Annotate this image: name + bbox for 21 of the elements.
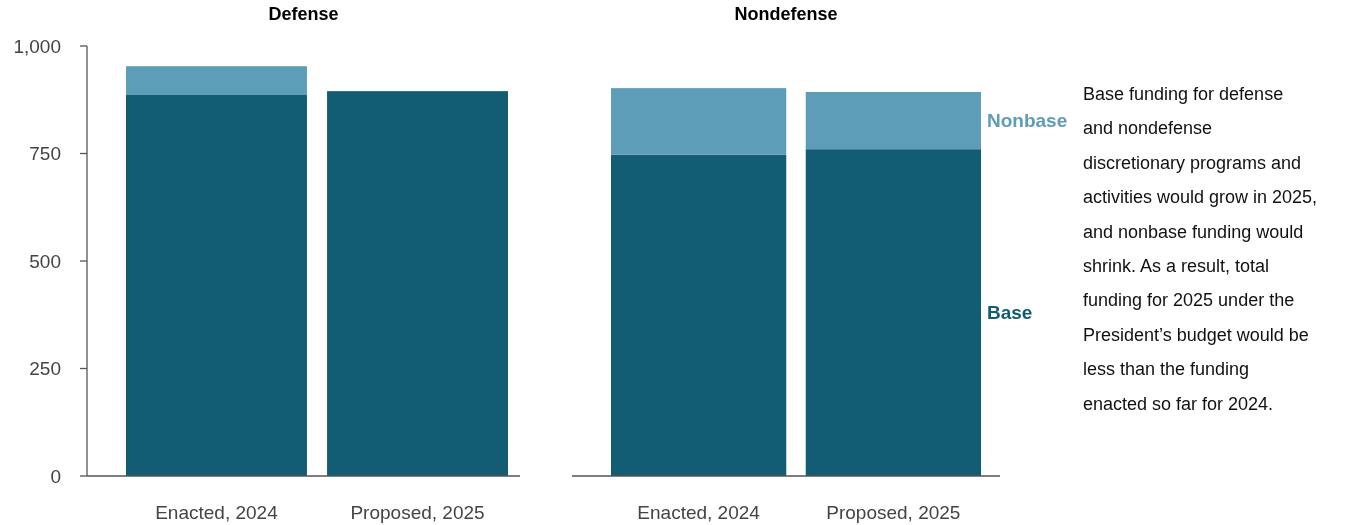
x-tick-label: Proposed, 2025 bbox=[826, 502, 961, 523]
bar bbox=[126, 95, 307, 476]
bar bbox=[805, 149, 981, 476]
series-label: Base bbox=[987, 302, 1033, 324]
bar bbox=[611, 88, 787, 155]
y-tick-label: 0 bbox=[50, 465, 61, 487]
bar bbox=[327, 91, 508, 476]
x-tick-label: Enacted, 2024 bbox=[637, 502, 761, 523]
y-tick-label: 1,000 bbox=[13, 35, 61, 57]
x-tick-label: Proposed, 2025 bbox=[350, 502, 485, 523]
y-tick-label: 250 bbox=[29, 358, 61, 380]
x-tick-label: Enacted, 2024 bbox=[155, 502, 279, 523]
chart-title: Defense bbox=[268, 4, 339, 24]
bar bbox=[805, 92, 981, 150]
text: Base funding for defense and nondefense discretionary programs and activities would grow in 2025, and nonbase funding would shrink. As a result, total funding for 2025 under the President’s budget would be less than the funding enacted so far for 2024. bbox=[1083, 84, 1318, 414]
chart-title: Nondefense bbox=[734, 4, 838, 24]
bar bbox=[126, 66, 307, 96]
y-tick-label: 750 bbox=[29, 143, 61, 165]
series-label: Nonbase bbox=[987, 110, 1068, 132]
bar bbox=[611, 154, 787, 476]
y-tick-label: 500 bbox=[29, 250, 61, 272]
